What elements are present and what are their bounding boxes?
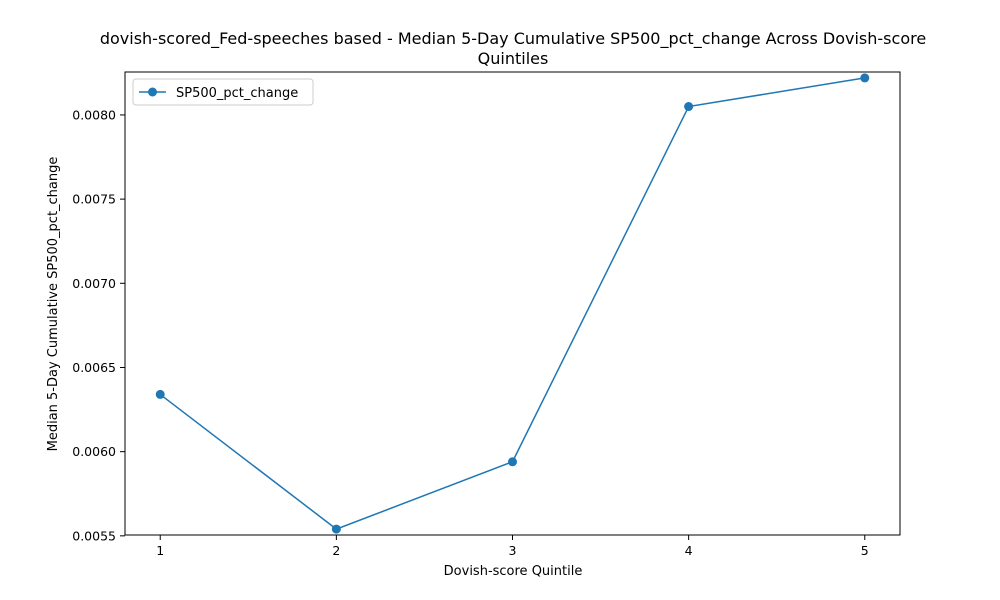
y-tick-label: 0.0055 (72, 528, 116, 543)
data-point (508, 457, 517, 467)
legend-box (132, 78, 314, 106)
x-axis-label: Dovish-score Quintile (444, 564, 583, 579)
x-tick-label: 2 (332, 543, 340, 558)
y-tick-label: 0.0065 (72, 360, 116, 375)
chart-title-line-2: Quintiles (478, 49, 549, 68)
data-point (331, 524, 341, 534)
legend-label: SP500_pct_change (176, 86, 298, 101)
legend: SP500_pct_change (132, 78, 314, 106)
legend-marker (148, 87, 157, 97)
y-axis-label: Median 5-Day Cumulative SP500_pct_change (46, 157, 61, 452)
y-tick-label: 0.0080 (72, 107, 116, 122)
series-layer (155, 73, 870, 534)
y-tick-label: 0.0060 (72, 444, 116, 459)
data-point (684, 102, 694, 112)
x-tick-label: 5 (861, 543, 869, 558)
x-tick-label: 3 (509, 543, 517, 558)
x-tick-label: 4 (685, 543, 693, 558)
chart-title-line-1: dovish-scored_Fed-speeches based - Media… (100, 29, 926, 49)
data-point (860, 73, 870, 83)
x-axis-ticks: 1 2 3 4 5 (156, 535, 869, 558)
y-axis-ticks: 0.0055 0.0060 0.0065 0.0070 0.0075 0.0080 (72, 107, 125, 543)
data-point (155, 389, 165, 399)
y-tick-label: 0.0075 (72, 192, 116, 207)
x-tick-label: 1 (156, 543, 164, 558)
y-tick-label: 0.0070 (72, 276, 116, 291)
